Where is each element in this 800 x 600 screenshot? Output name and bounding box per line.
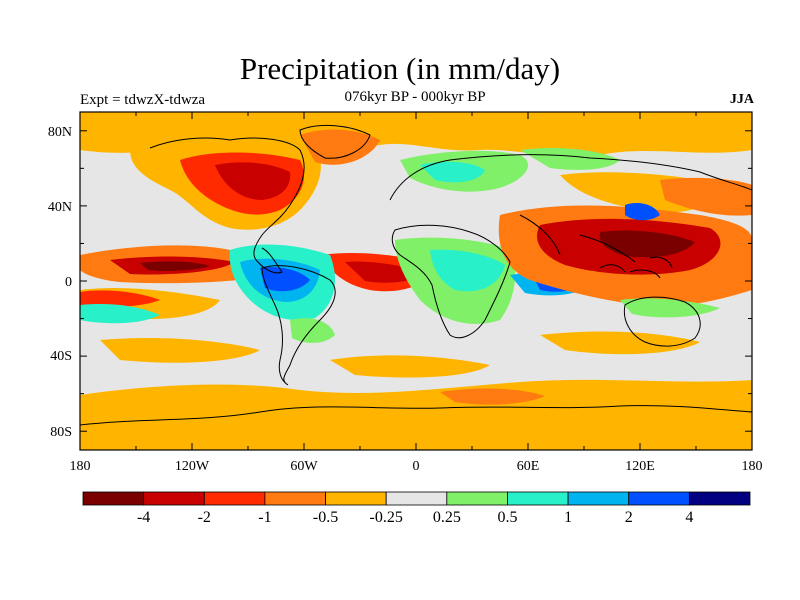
siberia-green bbox=[520, 148, 620, 170]
colorbar-swatch bbox=[567, 491, 630, 506]
asian-monsoon-darkred bbox=[599, 230, 695, 258]
coastlines bbox=[80, 125, 752, 426]
colorbar-label: 0.5 bbox=[497, 509, 517, 526]
colorbar-swatch bbox=[446, 491, 508, 506]
y-tick-80n: 80N bbox=[48, 125, 72, 140]
colorbar-swatch bbox=[143, 491, 205, 506]
x-tick-120e: 120E bbox=[625, 459, 655, 474]
x-tick-180e: 180 bbox=[742, 459, 763, 474]
x-tick-60e: 60E bbox=[517, 459, 540, 474]
australia-coast bbox=[623, 296, 701, 347]
y-axis-labels: 80N 40N 0 40S 80S bbox=[48, 125, 72, 440]
atlantic-itcz-darkred bbox=[345, 261, 425, 283]
colorbar-swatch bbox=[688, 491, 751, 506]
colorbar-swatch bbox=[507, 491, 569, 506]
colorbar-label: 4 bbox=[685, 509, 693, 526]
x-tick-60w: 60W bbox=[290, 459, 318, 474]
southern-ocean-orange-3 bbox=[540, 331, 700, 355]
colorbar-swatch bbox=[203, 491, 266, 506]
eurasia-cyan bbox=[420, 161, 485, 183]
antarctic-red-patch bbox=[440, 388, 545, 405]
colorbar-swatch bbox=[82, 491, 145, 506]
period-label: 076kyr BP - 000kyr BP bbox=[344, 89, 486, 105]
y-tick-0: 0 bbox=[65, 275, 72, 290]
precip-anomaly-field bbox=[80, 112, 752, 450]
y-tick-40s: 40S bbox=[50, 349, 72, 364]
axis-ticks bbox=[79, 112, 753, 450]
south-america-coast bbox=[261, 265, 336, 386]
south-pacific-cyan bbox=[80, 304, 160, 324]
colorbar-swatch bbox=[325, 491, 387, 506]
colorbar-label: -2 bbox=[198, 509, 211, 526]
arctic-orange-band bbox=[80, 112, 752, 157]
colorbar-label: -0.25 bbox=[370, 509, 403, 526]
x-tick-0: 0 bbox=[413, 459, 420, 474]
colorbar-swatch bbox=[385, 491, 448, 506]
season-label: JJA bbox=[729, 92, 754, 107]
amazon-blue bbox=[260, 267, 310, 292]
x-axis-labels: 180 120W 60W 0 60E 120E 180 bbox=[70, 459, 763, 474]
antarctica-coast bbox=[80, 405, 752, 426]
southern-ocean-orange-1 bbox=[100, 338, 260, 363]
north-america-darkred bbox=[215, 162, 291, 200]
colorbar-swatch bbox=[628, 491, 690, 506]
experiment-label: Expt = tdwzX-tdwza bbox=[80, 92, 206, 108]
north-pacific-orange bbox=[660, 177, 752, 216]
colorbar-label: -1 bbox=[258, 509, 271, 526]
antarctic-orange-band bbox=[80, 379, 752, 450]
colorbar-label: 2 bbox=[625, 509, 633, 526]
southern-ocean-green bbox=[620, 298, 720, 318]
eurasia-coast bbox=[389, 154, 752, 263]
colorbar-label: 1 bbox=[564, 509, 572, 526]
western-pacific-blue bbox=[625, 203, 660, 221]
indonesia-coast bbox=[599, 256, 673, 279]
x-tick-180w: 180 bbox=[70, 459, 91, 474]
greenland-orange bbox=[300, 129, 380, 165]
colorbar: -4 -2 -1 -0.5 -0.25 0.25 0.5 1 2 4 bbox=[82, 491, 751, 526]
north-america-coast bbox=[149, 137, 305, 274]
south-america-green bbox=[290, 318, 335, 343]
colorbar-label: -0.5 bbox=[313, 509, 338, 526]
colorbar-label: -4 bbox=[137, 509, 150, 526]
y-tick-40n: 40N bbox=[48, 200, 72, 215]
plot-title: Precipitation (in mm/day) bbox=[239, 51, 561, 86]
x-tick-120w: 120W bbox=[175, 459, 210, 474]
greenland-coast bbox=[299, 125, 371, 159]
southern-ocean-orange-2 bbox=[330, 355, 490, 378]
africa-cyan bbox=[430, 249, 505, 292]
africa-coast bbox=[391, 224, 511, 339]
colorbar-label: 0.25 bbox=[433, 509, 461, 526]
colorbar-swatch bbox=[264, 491, 326, 506]
y-tick-80s: 80S bbox=[50, 425, 72, 440]
pacific-itcz-darkred bbox=[140, 261, 210, 271]
south-pacific-red bbox=[80, 290, 160, 307]
